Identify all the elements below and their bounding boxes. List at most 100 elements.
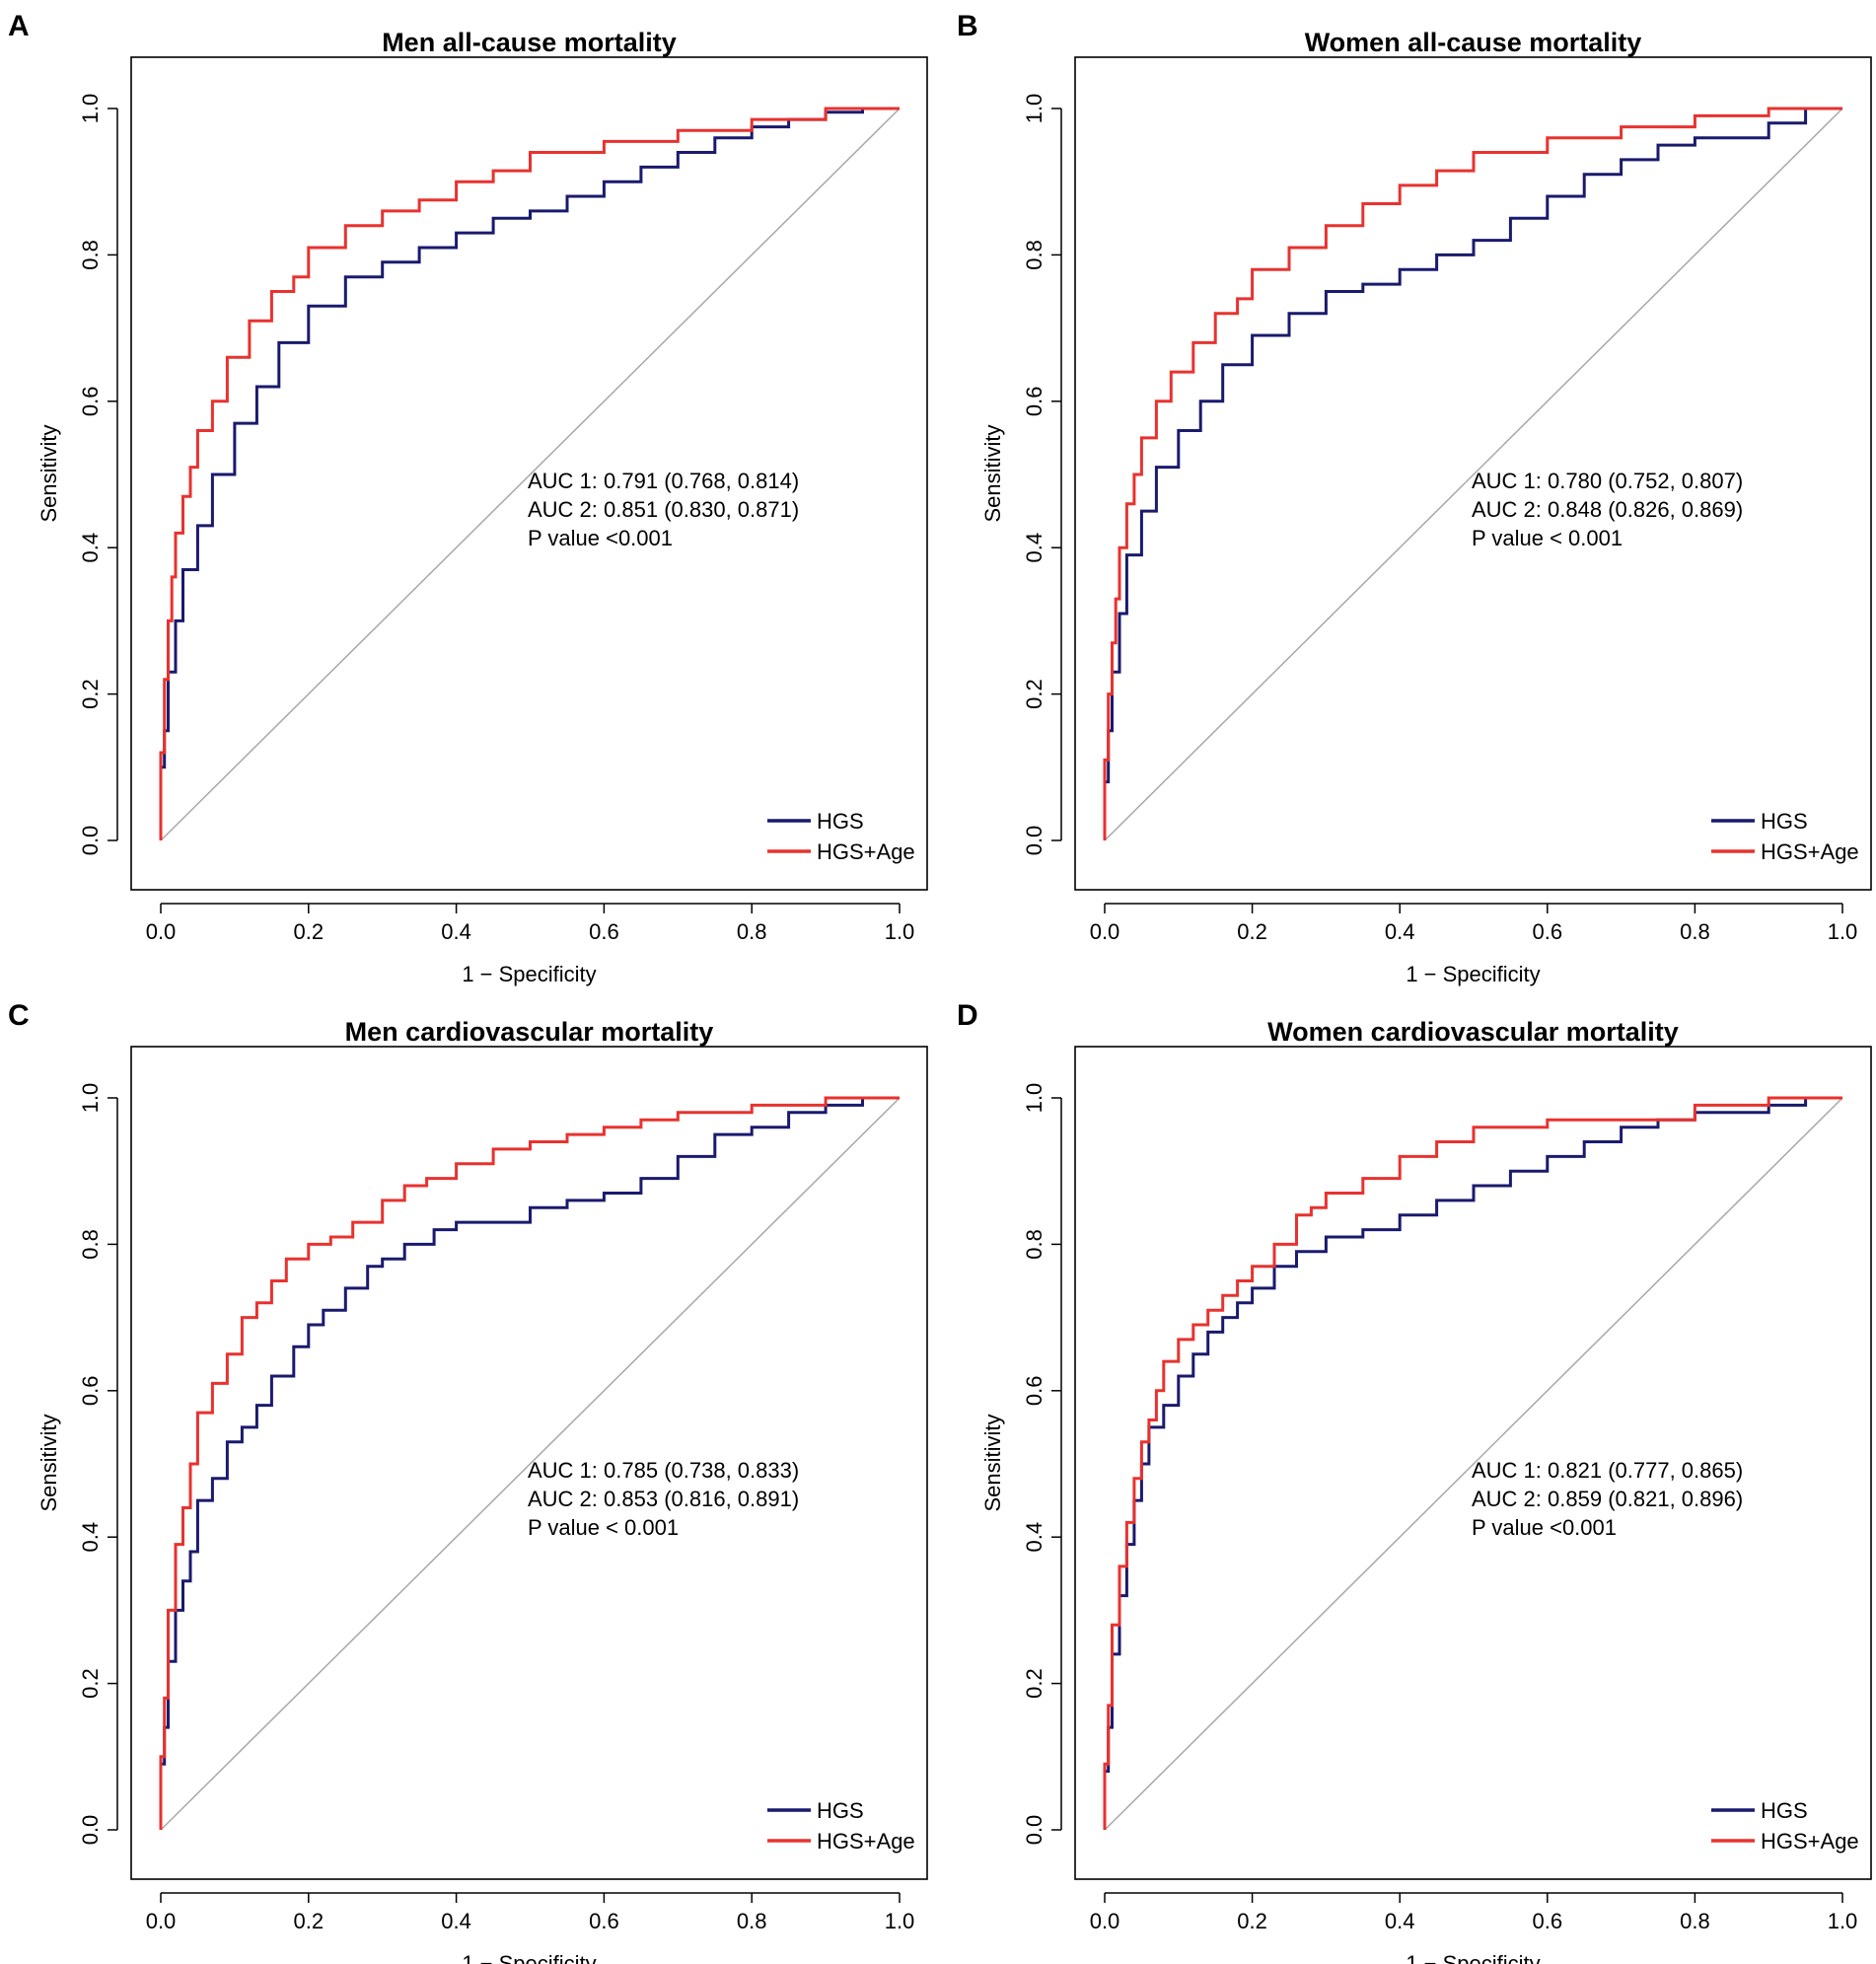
plot-frame-a — [130, 56, 928, 891]
x-tick-label-c: 0.8 — [737, 1909, 767, 1933]
y-tick-label-a: 0.2 — [78, 679, 103, 709]
y-tick-label-c: 1.0 — [78, 1083, 103, 1114]
panel-c: C Men cardiovascular mortality 0.0 0.2 0.4 0.… — [8, 999, 928, 1964]
x-tick-label-d: 0.6 — [1533, 1909, 1563, 1933]
x-tick-label-b: 0.4 — [1385, 919, 1415, 944]
panel-letter-c: C — [8, 999, 30, 1032]
panel-letter-b: B — [957, 10, 978, 42]
legend-label-hgs-c: HGS — [817, 1798, 864, 1823]
y-tick-label-c: 0.8 — [78, 1229, 103, 1260]
x-tick-label-d: 0.4 — [1385, 1909, 1415, 1933]
roc-curve-hgs-a — [159, 107, 900, 840]
auc-annotation-a: AUC 2: 0.851 (0.830, 0.871) — [528, 497, 799, 522]
y-tick-label-d: 0.6 — [1022, 1376, 1046, 1407]
auc-annotation-c: AUC 2: 0.853 (0.816, 0.891) — [528, 1487, 799, 1511]
y-tick-label-d: 0.0 — [1022, 1815, 1046, 1846]
panel-a: A Men all-cause mortality 0.0 0.2 0.4 0.6 0.8 1… — [8, 10, 928, 986]
y-tick-label-c: 0.6 — [78, 1376, 103, 1407]
x-tick-label-d: 1.0 — [1828, 1909, 1858, 1933]
y-tick-label-d: 0.2 — [1022, 1668, 1046, 1699]
legend-label-hgs-b: HGS — [1761, 809, 1808, 834]
y-axis-label-a: Sensitivity — [36, 424, 61, 522]
y-tick-label-b: 0.6 — [1022, 387, 1046, 417]
auc-annotation-b: AUC 1: 0.780 (0.752, 0.807) — [1472, 469, 1743, 493]
y-tick-label-d: 1.0 — [1022, 1083, 1046, 1114]
auc-annotation-d: AUC 1: 0.821 (0.777, 0.865) — [1472, 1458, 1743, 1483]
auc-annotation-b: P value < 0.001 — [1472, 526, 1623, 550]
y-tick-label-d: 0.4 — [1022, 1522, 1046, 1553]
plot-frame-c — [130, 1046, 928, 1880]
roc-curve-hgs-d — [1103, 1096, 1842, 1830]
y-tick-label-a: 0.8 — [78, 240, 103, 270]
legend-label-hgs-age-c: HGS+Age — [817, 1829, 915, 1854]
x-tick-label-a: 0.4 — [441, 919, 471, 944]
x-tick-label-a: 0.0 — [146, 919, 177, 944]
panel-letter-d: D — [957, 999, 978, 1032]
reference-diagonal-a — [160, 108, 901, 841]
x-tick-label-a: 0.2 — [294, 919, 325, 944]
y-tick-label-b: 0.0 — [1022, 826, 1046, 856]
x-tick-label-c: 1.0 — [885, 1909, 915, 1933]
roc-curve-hgs-b — [1103, 107, 1842, 840]
y-tick-label-c: 0.4 — [78, 1522, 103, 1553]
auc-annotation-a: AUC 1: 0.791 (0.768, 0.814) — [528, 469, 799, 493]
roc-curve-hgs-age-a — [159, 107, 900, 840]
reference-diagonal-d — [1104, 1097, 1843, 1831]
y-tick-label-a: 1.0 — [78, 94, 103, 124]
x-axis-label-d: 1 − Specificity — [1406, 1951, 1540, 1964]
y-tick-label-b: 0.2 — [1022, 679, 1046, 709]
x-tick-label-a: 0.8 — [737, 919, 767, 944]
auc-annotation-d: P value <0.001 — [1472, 1515, 1617, 1540]
legend-label-hgs-a: HGS — [817, 809, 864, 834]
y-tick-label-d: 0.8 — [1022, 1229, 1046, 1260]
roc-curve-hgs-age-b — [1103, 107, 1842, 840]
panel-letter-a: A — [8, 10, 30, 42]
reference-diagonal-b — [1104, 108, 1843, 841]
x-tick-label-a: 1.0 — [885, 919, 915, 944]
x-tick-label-c: 0.6 — [589, 1909, 619, 1933]
auc-annotation-c: AUC 1: 0.785 (0.738, 0.833) — [528, 1458, 799, 1483]
y-axis-label-b: Sensitivity — [980, 424, 1005, 522]
panel-title-c: Men cardiovascular mortality — [345, 1017, 714, 1047]
y-tick-label-b: 1.0 — [1022, 94, 1046, 124]
legend-label-hgs-age-d: HGS+Age — [1761, 1829, 1859, 1854]
x-tick-label-c: 0.0 — [146, 1909, 177, 1933]
y-tick-label-b: 0.4 — [1022, 533, 1046, 563]
y-axis-label-d: Sensitivity — [980, 1414, 1005, 1511]
panel-title-b: Women all-cause mortality — [1305, 28, 1642, 57]
x-tick-label-b: 0.2 — [1237, 919, 1267, 944]
y-tick-label-a: 0.6 — [78, 387, 103, 417]
y-tick-label-b: 0.8 — [1022, 240, 1046, 270]
legend-label-hgs-age-b: HGS+Age — [1761, 839, 1859, 864]
panel-d: D Women cardiovascular mortality 0.0 0.2 0.4… — [957, 999, 1872, 1964]
x-tick-label-c: 0.2 — [294, 1909, 325, 1933]
x-tick-label-a: 0.6 — [589, 919, 619, 944]
panel-title-a: Men all-cause mortality — [382, 28, 677, 57]
panel-b: B Women all-cause mortality 0.0 0.2 0.4 0.6 0.… — [957, 10, 1872, 986]
y-tick-label-a: 0.4 — [78, 533, 103, 563]
auc-annotation-a: P value <0.001 — [528, 526, 673, 550]
x-axis-label-c: 1 − Specificity — [462, 1951, 596, 1964]
x-tick-label-d: 0.0 — [1090, 1909, 1120, 1933]
roc-curve-hgs-age-c — [159, 1096, 900, 1830]
roc-curve-hgs-c — [159, 1096, 900, 1830]
legend-label-hgs-d: HGS — [1761, 1798, 1808, 1823]
panel-title-d: Women cardiovascular mortality — [1267, 1017, 1679, 1047]
x-tick-label-b: 0.0 — [1090, 919, 1120, 944]
x-tick-label-c: 0.4 — [441, 1909, 471, 1933]
x-tick-label-d: 0.2 — [1237, 1909, 1267, 1933]
plot-frame-b — [1074, 56, 1872, 891]
x-tick-label-b: 1.0 — [1828, 919, 1858, 944]
x-tick-label-b: 0.8 — [1680, 919, 1710, 944]
y-axis-label-c: Sensitivity — [36, 1414, 61, 1511]
plot-frame-d — [1074, 1046, 1872, 1880]
x-tick-label-b: 0.6 — [1533, 919, 1563, 944]
y-tick-label-a: 0.0 — [78, 826, 103, 856]
roc-curve-hgs-age-d — [1103, 1096, 1842, 1830]
auc-annotation-c: P value < 0.001 — [528, 1515, 679, 1540]
x-tick-label-d: 0.8 — [1680, 1909, 1710, 1933]
auc-annotation-b: AUC 2: 0.848 (0.826, 0.869) — [1472, 497, 1743, 522]
y-tick-label-c: 0.0 — [78, 1815, 103, 1846]
